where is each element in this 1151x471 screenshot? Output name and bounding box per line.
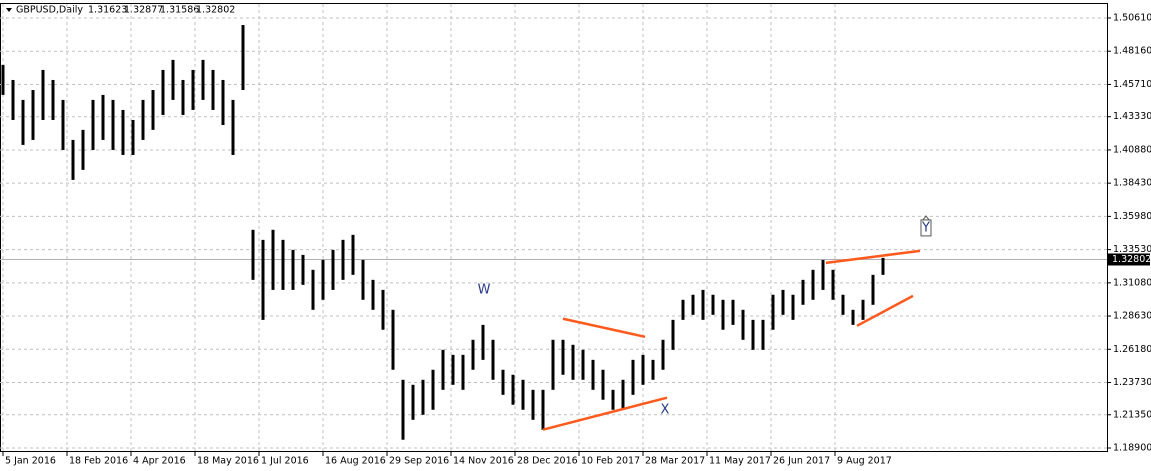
y-tick-label: 1.43330 — [1113, 111, 1151, 122]
x-tick-label: 16 Aug 2016 — [325, 456, 386, 467]
y-tick-label: 1.28630 — [1113, 311, 1151, 322]
trendline — [856, 294, 914, 327]
wave-label: X — [661, 402, 670, 417]
high: 1.32877 — [124, 5, 163, 16]
x-tick-label: 10 Feb 2017 — [581, 456, 640, 467]
symbol: GBPUSD,Daily — [16, 5, 83, 16]
x-tick-label: 9 Aug 2017 — [837, 456, 892, 467]
y-tick-label: 1.18900 — [1113, 442, 1151, 453]
x-tick-label: 1 Jul 2016 — [261, 456, 309, 467]
y-tick-label: 1.23730 — [1113, 377, 1151, 388]
wave-label: Y — [921, 220, 930, 235]
label-anchor — [922, 215, 930, 221]
trendline — [562, 317, 646, 339]
low: 1.31586 — [160, 5, 199, 16]
y-tick-label: 1.45710 — [1113, 79, 1151, 90]
x-tick-label: 18 May 2016 — [197, 456, 259, 467]
y-tick-label: 1.33530 — [1113, 244, 1151, 255]
x-tick-label: 14 Nov 2016 — [453, 456, 514, 467]
x-tick-label: 29 Sep 2016 — [389, 456, 449, 467]
y-tick-label: 1.35980 — [1113, 211, 1151, 222]
y-tick-label: 1.50610 — [1113, 12, 1151, 23]
trendline — [825, 249, 921, 265]
x-tick-label: 28 Dec 2016 — [517, 456, 578, 467]
menu-triangle — [6, 8, 12, 12]
x-tick-label: 4 Apr 2016 — [133, 456, 186, 467]
label-frame — [920, 219, 932, 237]
x-tick-label: 26 Jun 2017 — [773, 456, 830, 467]
y-tick-label: 1.26180 — [1113, 344, 1151, 355]
x-tick-label: 18 Feb 2016 — [69, 456, 128, 467]
x-tick-label: 28 Mar 2017 — [645, 456, 705, 467]
open: 1.31623 — [88, 5, 127, 16]
x-tick-label: 11 May 2017 — [709, 456, 771, 467]
current-price-label: 1.32802 — [1112, 254, 1151, 265]
y-tick-label: 1.31080 — [1113, 277, 1151, 288]
x-tick-label: 5 Jan 2016 — [5, 456, 56, 467]
trendline — [542, 396, 668, 431]
close: 1.32802 — [196, 5, 235, 16]
y-tick-label: 1.38430 — [1113, 178, 1151, 189]
wave-label: W — [478, 282, 491, 297]
y-tick-label: 1.40880 — [1113, 144, 1151, 155]
current-price-box — [1108, 253, 1150, 266]
y-tick-label: 1.21350 — [1113, 409, 1151, 420]
y-tick-label: 1.48160 — [1113, 46, 1151, 57]
